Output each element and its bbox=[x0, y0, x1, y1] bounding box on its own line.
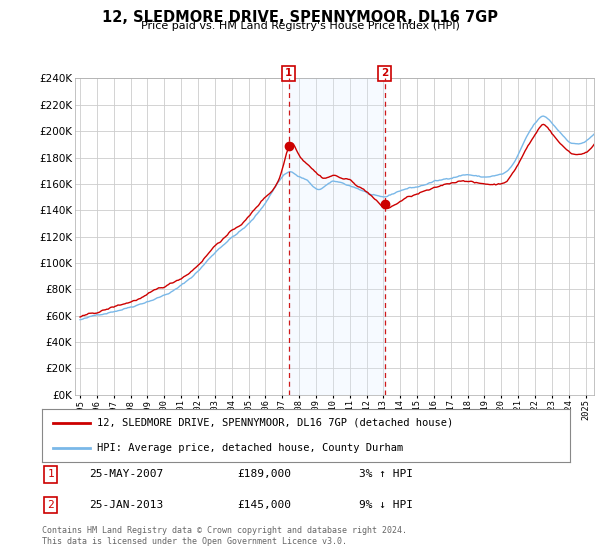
Text: £189,000: £189,000 bbox=[238, 469, 292, 479]
Text: 25-MAY-2007: 25-MAY-2007 bbox=[89, 469, 164, 479]
Text: 1: 1 bbox=[285, 68, 292, 78]
Text: 2: 2 bbox=[47, 500, 54, 510]
Text: 25-JAN-2013: 25-JAN-2013 bbox=[89, 500, 164, 510]
Text: HPI: Average price, detached house, County Durham: HPI: Average price, detached house, Coun… bbox=[97, 443, 404, 453]
Text: 12, SLEDMORE DRIVE, SPENNYMOOR, DL16 7GP (detached house): 12, SLEDMORE DRIVE, SPENNYMOOR, DL16 7GP… bbox=[97, 418, 454, 428]
Text: Contains HM Land Registry data © Crown copyright and database right 2024.
This d: Contains HM Land Registry data © Crown c… bbox=[42, 526, 407, 546]
Text: 1: 1 bbox=[47, 469, 54, 479]
Text: 3% ↑ HPI: 3% ↑ HPI bbox=[359, 469, 413, 479]
Bar bbox=[289, 78, 385, 395]
Text: Price paid vs. HM Land Registry's House Price Index (HPI): Price paid vs. HM Land Registry's House … bbox=[140, 21, 460, 31]
Text: £145,000: £145,000 bbox=[238, 500, 292, 510]
Text: 2: 2 bbox=[381, 68, 388, 78]
Text: 12, SLEDMORE DRIVE, SPENNYMOOR, DL16 7GP: 12, SLEDMORE DRIVE, SPENNYMOOR, DL16 7GP bbox=[102, 10, 498, 25]
Text: 9% ↓ HPI: 9% ↓ HPI bbox=[359, 500, 413, 510]
